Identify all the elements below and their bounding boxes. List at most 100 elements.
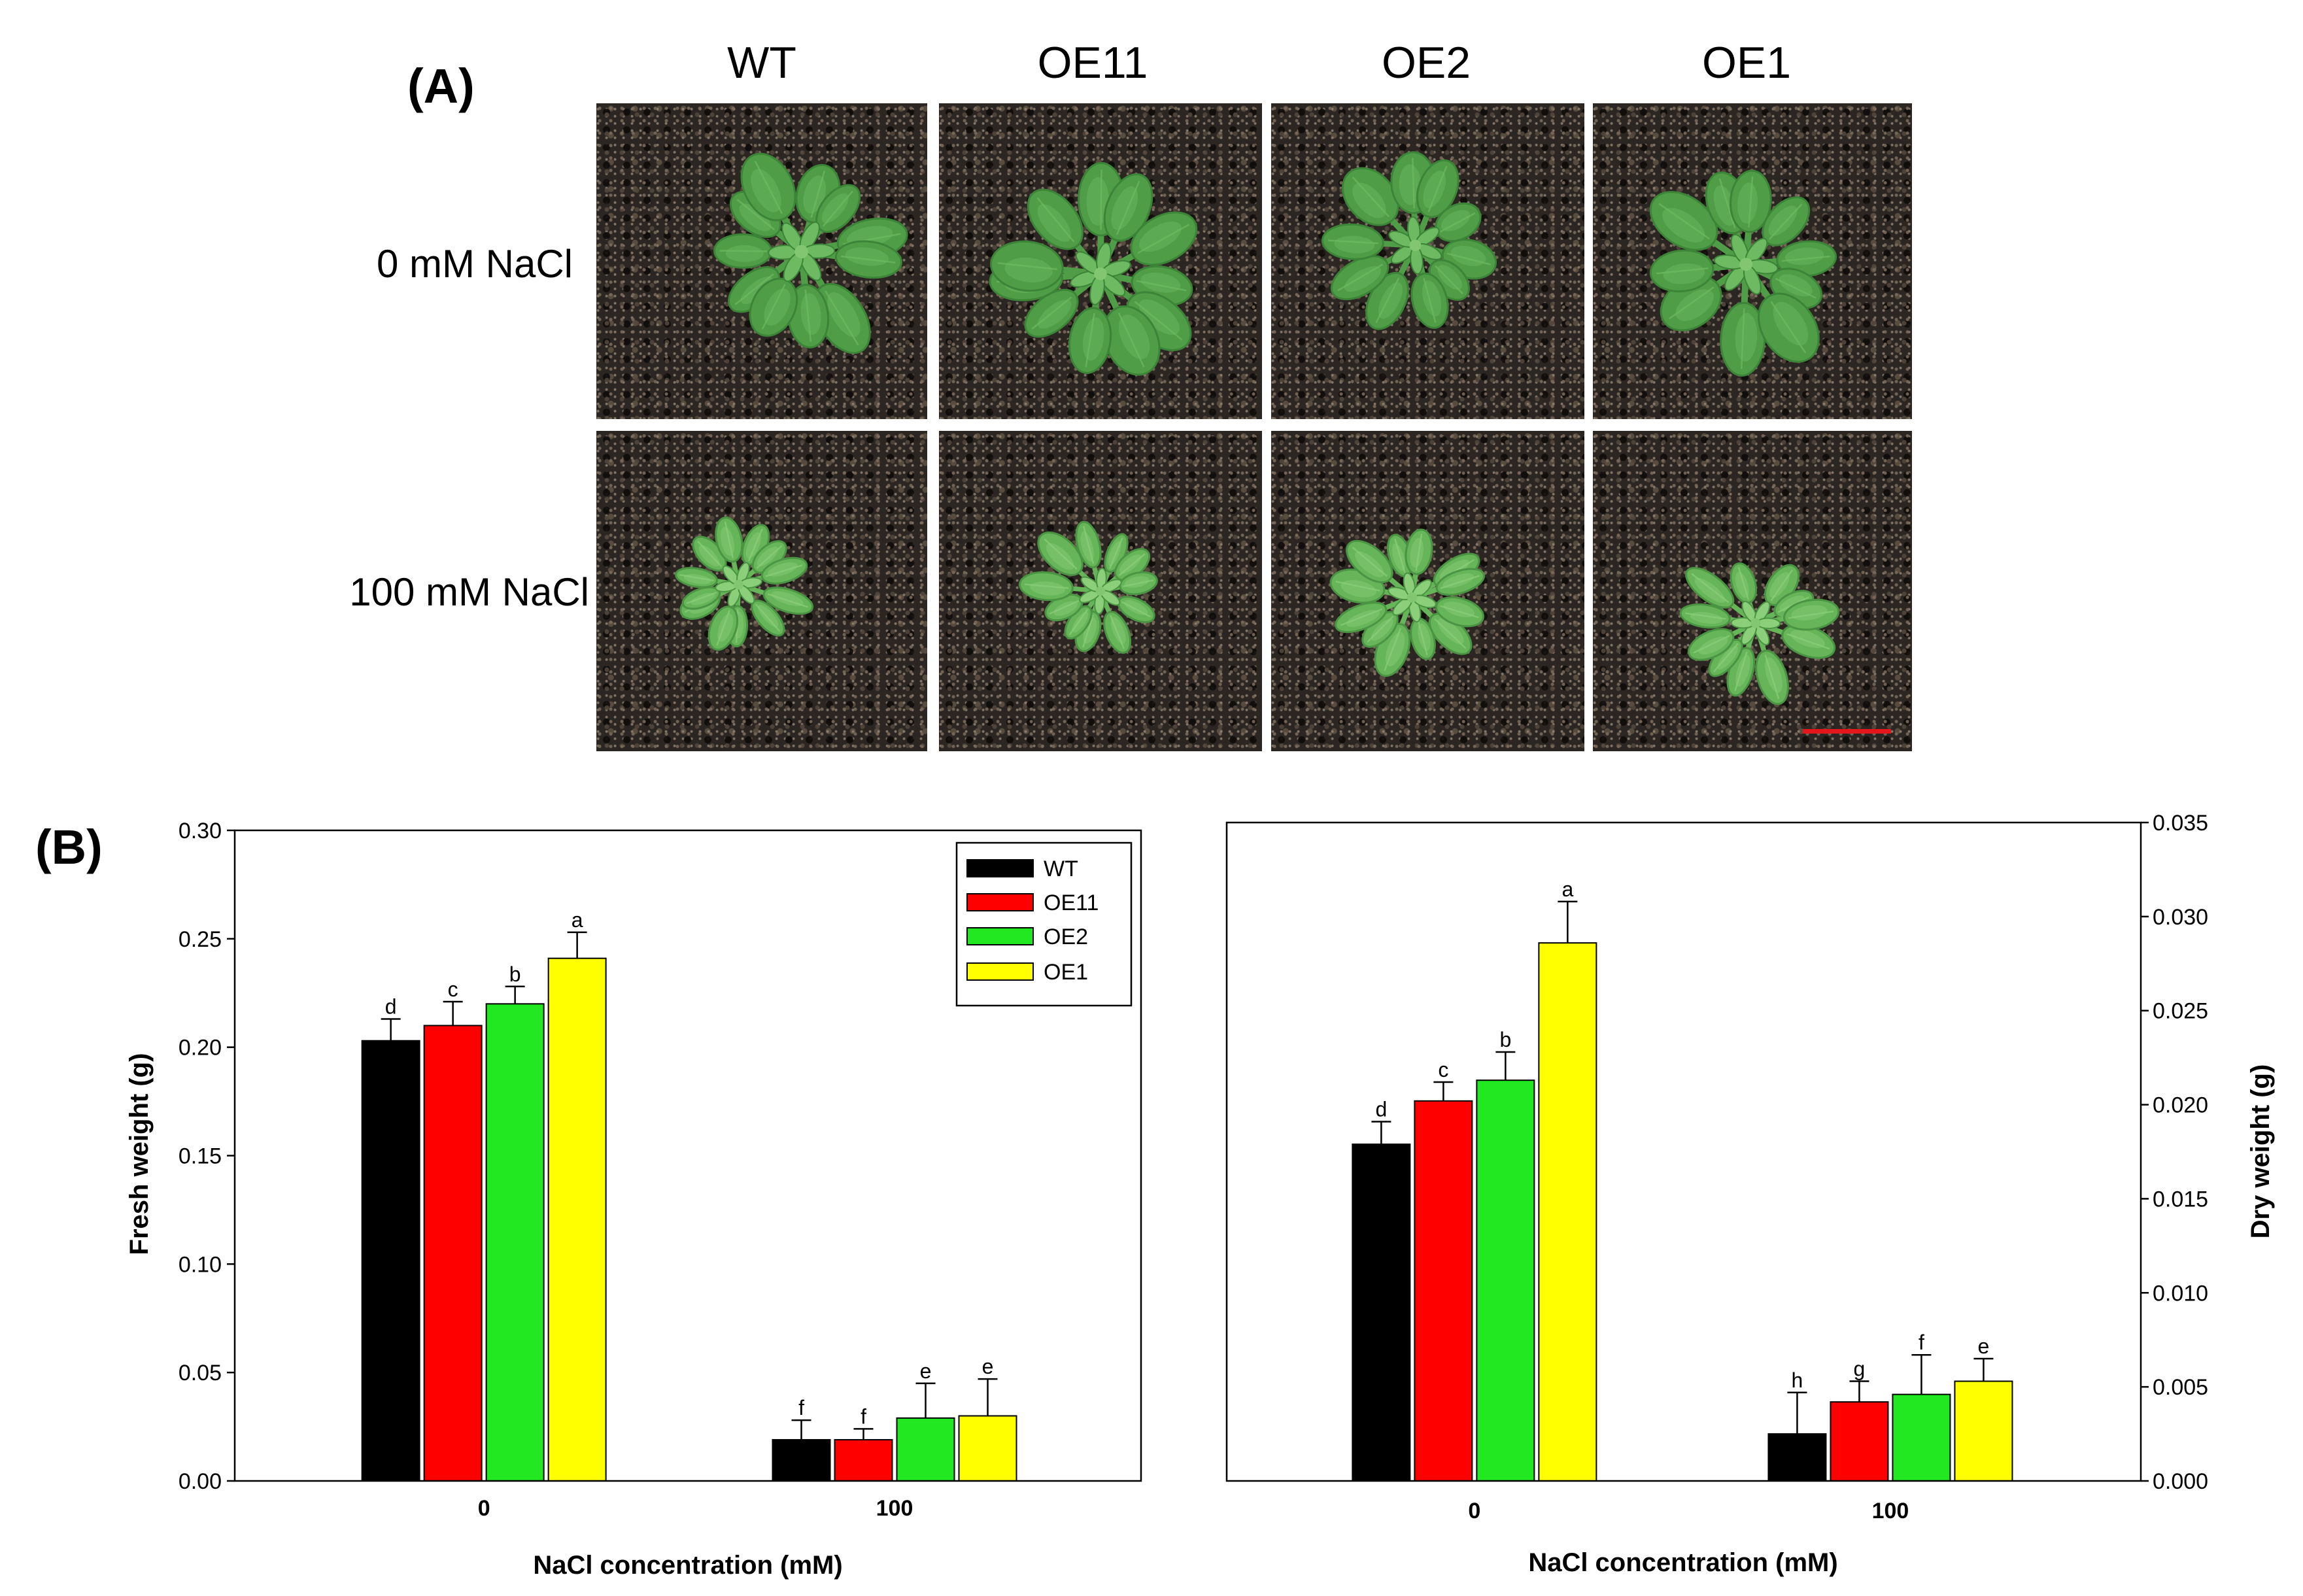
plant-image (1019, 520, 1158, 654)
leaf (1330, 242, 1418, 301)
legend-label: OE2 (1044, 925, 1088, 949)
leaf (1068, 270, 1112, 374)
significance-letter: b (1499, 1028, 1511, 1051)
plant-rosette (1019, 520, 1158, 654)
photo-oe1-0mm (1593, 103, 1912, 419)
leaf (1412, 159, 1459, 248)
bar (1538, 942, 1597, 1482)
rosette-center (1409, 239, 1422, 252)
legend-swatch (966, 859, 1034, 877)
legend-swatch (966, 927, 1034, 945)
x-tick-label: 0 (1468, 1499, 1480, 1523)
dry-weight-chart: d h c g b f a e 0.000 0.005 0.010 0.015 0.020 0.025 0.… (1225, 811, 2275, 1577)
x-axis-title: NaCl concentration (mM) (1528, 1548, 1837, 1577)
plant-image (1649, 169, 1837, 377)
leaf (1649, 191, 1750, 268)
y-tick-label: 0.25 (179, 927, 222, 952)
photo-oe11-0mm (939, 103, 1262, 419)
y-tick-label: 0.05 (179, 1361, 222, 1385)
column-header-oe1: OE1 (1701, 38, 1792, 88)
leaf (1019, 571, 1103, 602)
rosette-center (794, 245, 809, 259)
rosette-center (734, 579, 743, 590)
column-header-oe11: OE11 (1037, 38, 1148, 88)
legend-label: OE11 (1044, 891, 1099, 915)
bar (1352, 1143, 1411, 1482)
legend: WT OE11 OE2 OE1 (955, 841, 1133, 1007)
plant-image (1679, 562, 1840, 705)
photo-wt-0mm (596, 103, 927, 419)
bar (1892, 1393, 1951, 1482)
leaf (1075, 520, 1103, 594)
leaf (1753, 620, 1789, 705)
leaf (1412, 202, 1482, 248)
rosette-center (1407, 592, 1418, 603)
bar (547, 957, 607, 1482)
rosette-center (1739, 258, 1753, 271)
row-label-100mm: 100 mM NaCl (349, 570, 589, 614)
plant-rosette (713, 152, 908, 354)
plant-rosette (1679, 562, 1840, 705)
x-tick-label: 100 (876, 1496, 913, 1521)
leaf (1405, 528, 1433, 600)
significance-letter: d (1375, 1097, 1387, 1121)
bar (1954, 1380, 2013, 1482)
bar (1767, 1433, 1827, 1482)
y-tick-label: 0.30 (179, 819, 222, 843)
leaf (1097, 270, 1161, 376)
significance-letter: f (798, 1396, 804, 1419)
panel-b-label: (B) (35, 820, 103, 874)
y-tick-label: 0.030 (2153, 905, 2208, 930)
bar (1830, 1401, 1889, 1482)
y-tick-label: 0.005 (2153, 1375, 2208, 1400)
significance-letter: e (1978, 1334, 1990, 1358)
photo-wt-100mm (596, 431, 927, 751)
leaf (1064, 588, 1103, 639)
leaf (1098, 588, 1132, 654)
y-tick-label: 0.10 (179, 1252, 222, 1277)
y-axis-title: Fresh weight (g) (125, 1053, 154, 1255)
leaf (1335, 594, 1415, 634)
plant-rosette (1649, 169, 1837, 377)
panel-a-label: (A) (407, 59, 475, 113)
photo-oe2-100mm (1271, 431, 1584, 751)
significance-letter: a (1561, 877, 1573, 901)
significance-letter: b (509, 962, 521, 986)
row-label-0mm: 0 mM NaCl (376, 242, 573, 286)
legend-swatch (966, 962, 1034, 981)
y-tick-label: 0.000 (2153, 1469, 2208, 1494)
column-header-oe2: OE2 (1381, 38, 1471, 88)
y-tick-label: 0.20 (179, 1036, 222, 1061)
y-tick-label: 0.015 (2153, 1187, 2208, 1212)
bar (423, 1025, 483, 1482)
significance-letter: c (1438, 1058, 1448, 1081)
photo-oe11-100mm (939, 431, 1262, 751)
plant-rosette (1329, 528, 1485, 677)
plant-image (1321, 151, 1497, 330)
legend-label: WT (1044, 857, 1078, 881)
rosette-center (1094, 267, 1107, 280)
significance-letter: c (448, 977, 458, 1001)
leaf (1097, 211, 1198, 277)
leaf (1753, 598, 1840, 631)
bar (834, 1438, 893, 1482)
bar (1476, 1079, 1535, 1482)
scale-bar (1803, 729, 1891, 734)
legend-swatch (966, 893, 1034, 911)
leaf (1098, 588, 1155, 624)
rosette-center (1750, 618, 1761, 628)
legend-label: OE1 (1044, 960, 1088, 985)
significance-letter: f (1919, 1331, 1924, 1354)
leaf (1688, 620, 1758, 661)
bar (772, 1438, 831, 1482)
bar (1414, 1100, 1473, 1482)
y-tick-label: 0.15 (179, 1144, 222, 1169)
leaf (1753, 620, 1836, 659)
significance-letter: h (1792, 1368, 1803, 1392)
leaf (1097, 265, 1193, 307)
x-tick-label: 0 (478, 1496, 490, 1521)
plant-rosette (989, 161, 1198, 376)
y-axis-title: Dry weight (g) (2246, 1064, 2275, 1239)
rosette-center (1095, 586, 1106, 596)
leaf (1341, 167, 1418, 248)
